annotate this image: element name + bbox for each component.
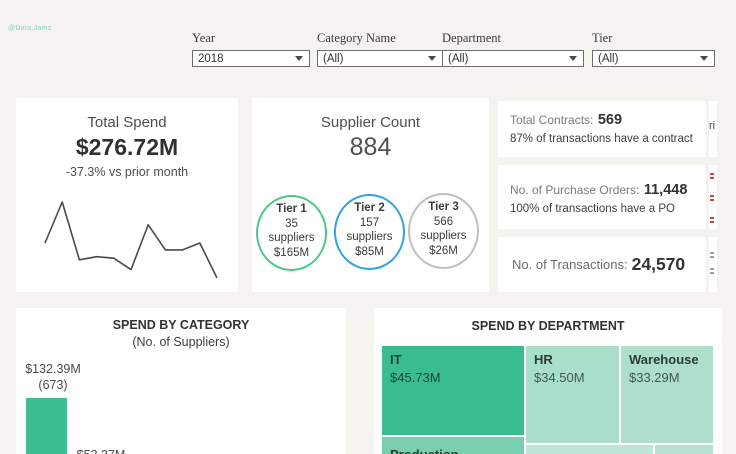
supplier-count-value: 884 [349,133,392,161]
chevron-down-icon [295,56,303,61]
clipped-card-fragment [709,237,717,292]
spend-by-category-card: SPEND BY CATEGORY (No. of Suppliers) $13… [16,308,346,454]
author-watermark: @Data.Jams [8,25,52,32]
tier2-unit: suppliers [346,231,393,243]
chevron-down-icon [700,56,708,61]
total-spend-delta: -37.3% vs prior month [65,165,189,179]
supplier-count-card: Supplier Count 884 Tier 1 35 suppliers $… [252,98,489,292]
purchase-orders-label: No. of Purchase Orders: [510,183,640,197]
category-bar-1-suppliers-label: (673) [38,378,68,392]
supplier-count-title: Supplier Count [320,114,421,131]
tier1-bubble[interactable]: Tier 1 35 suppliers $165M [256,195,327,271]
total-spend-value: $276.72M [75,134,179,160]
filter-department-value: (All) [448,52,469,65]
tile-hr-name: HR [534,352,553,367]
total-spend-card: Total Spend $276.72M -37.3% vs prior mon… [16,98,238,292]
total-spend-sparkline[interactable] [16,195,238,290]
category-bar-1-value-label: $132.39M [25,362,81,376]
tile-hr-value: $34.50M [534,370,585,385]
treemap-tile-hr[interactable]: HR $34.50M [526,346,619,443]
clipped-gray-text-fragment [710,252,714,258]
tier1-unit: suppliers [268,232,315,244]
chevron-down-icon [569,56,577,61]
purchase-orders-card: No. of Purchase Orders: 11,448 100% of t… [498,165,706,229]
tier3-bubble[interactable]: Tier 3 566 suppliers $26M [408,193,479,269]
spend-by-department-title: SPEND BY DEPARTMENT [471,319,625,333]
tier2-amount: $85M [355,245,384,258]
tile-it-name: IT [390,352,402,367]
purchase-orders-value: 11,448 [643,182,688,198]
filter-category-value: (All) [323,52,344,65]
filter-tier-value: (All) [598,52,619,65]
tier1-amount: $165M [273,246,310,259]
transactions-value: 24,570 [631,254,686,274]
tier3-name: Tier 3 [428,201,459,213]
filter-category-label: Category Name [317,31,396,45]
filter-year-label: Year [192,31,216,45]
spend-by-category-subtitle: (No. of Suppliers) [132,335,230,349]
tier3-amount: $26M [429,244,458,257]
category-bar-1[interactable] [26,398,67,454]
contracts-label: Total Contracts: [510,113,594,127]
tier1-name: Tier 1 [276,203,307,215]
tier3-unit: suppliers [420,230,467,242]
clipped-red-text-fragment [710,173,714,181]
tile-it-value: $45.73M [390,370,441,385]
contracts-sub: 87% of transactions have a contract [510,133,693,145]
contracts-card: Total Contracts: 569 87% of transactions… [498,101,706,157]
tier2-name: Tier 2 [354,202,385,214]
treemap-tile-it[interactable]: IT $45.73M [382,346,524,435]
transactions-card: No. of Transactions: 24,570 [498,237,706,292]
clipped-card-fragment [709,165,717,229]
filter-department: Department (All) [442,31,584,67]
contracts-value: 569 [597,112,623,128]
spend-by-category-title: SPEND BY CATEGORY [112,318,250,332]
tier2-count: 157 [359,216,380,229]
filter-category-dropdown[interactable]: (All) [317,50,443,67]
treemap-tile-production[interactable]: Production [382,437,524,454]
clipped-card-fragment: ri [709,101,717,157]
tile-warehouse-name: Warehouse [629,352,699,367]
filter-tier-label: Tier [592,31,613,45]
filter-year: Year 2018 [192,31,310,67]
filter-tier: Tier (All) [592,31,715,67]
filter-department-label: Department [442,31,502,45]
filter-department-dropdown[interactable]: (All) [442,50,584,67]
clipped-red-text-fragment [710,195,714,203]
total-spend-title: Total Spend [87,114,167,131]
filter-category: Category Name (All) [317,31,443,67]
tier2-bubble[interactable]: Tier 2 157 suppliers $85M [334,194,405,270]
clipped-red-text-fragment [710,217,714,225]
purchase-orders-sub: 100% of transactions have a PO [510,203,675,215]
tile-warehouse-value: $33.29M [629,370,680,385]
tile-production-name: Production [390,447,516,454]
chevron-down-icon [428,56,436,61]
filter-year-dropdown[interactable]: 2018 [192,50,310,67]
spend-by-department-card: SPEND BY DEPARTMENT IT $45.73M HR $34.50… [374,308,722,454]
tier1-count: 35 [285,217,298,230]
filter-year-value: 2018 [198,52,224,65]
tier3-count: 566 [433,215,454,228]
clipped-gray-text-fragment [710,268,714,274]
clipped-text-fragment: ri [709,120,716,132]
category-bar-2-value-label: $53.37M [64,448,138,454]
treemap-tile-clipped[interactable] [655,445,713,454]
treemap-tile-clipped[interactable] [526,445,653,454]
treemap-tile-warehouse[interactable]: Warehouse $33.29M [621,346,713,443]
transactions-label: No. of Transactions: [512,257,628,272]
filter-tier-dropdown[interactable]: (All) [592,50,715,67]
